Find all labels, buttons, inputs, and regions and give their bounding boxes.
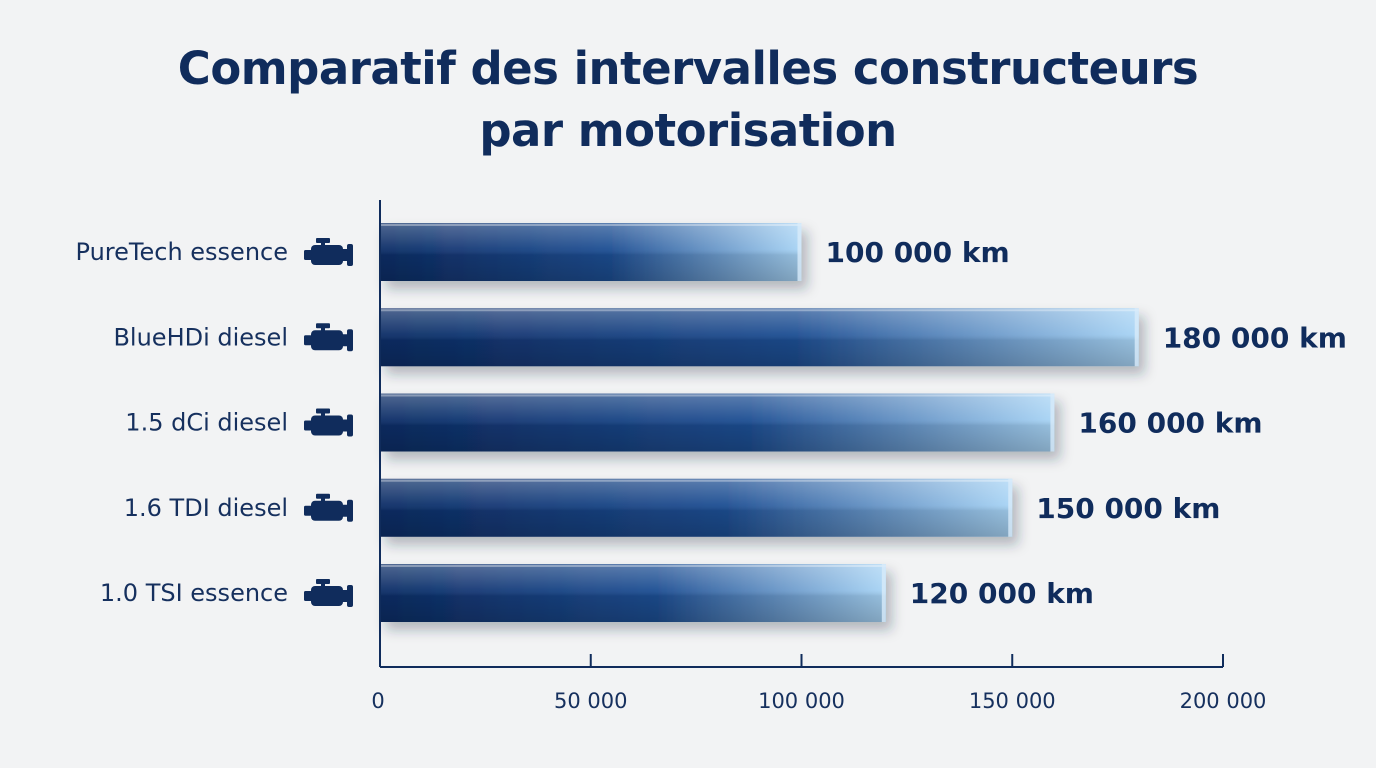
engine-icon [304,238,353,266]
chart-title-line-2: par motorisation [479,104,897,157]
value-label: 120 000 km [910,577,1094,610]
value-label: 100 000 km [826,236,1010,269]
x-tick-label: 150 000 [969,689,1056,713]
engine-icon [304,323,353,352]
bar-end-cap [1008,478,1013,537]
bar-highlight [380,479,1013,482]
bar-group [380,393,1055,452]
x-tick-label: 100 000 [758,689,845,713]
bar-gloss [380,478,1013,537]
plot-area: PureTech essence 100 000 km BlueHDi diesel… [76,200,1347,713]
chart-title: Comparatif des intervalles constructeurs… [0,38,1376,162]
x-tick-label: 0 [371,689,384,713]
bar-end-cap [1050,393,1055,452]
bar-highlight [380,565,886,567]
category-label: BlueHDi diesel [113,323,288,351]
value-label: 150 000 km [1036,492,1220,525]
bar-group [380,223,802,281]
engine-icon [304,493,353,522]
bar-group [380,478,1013,537]
bar-end-cap [1134,308,1139,367]
category-label: 1.5 dCi diesel [125,409,288,437]
value-label: 160 000 km [1078,407,1262,440]
category-label: 1.0 TSI essence [100,579,288,607]
chart-title-line-1: Comparatif des intervalles constructeurs [177,42,1199,95]
bar-highlight [380,394,1055,397]
x-tick-label: 200 000 [1180,689,1267,713]
bar-group [380,564,886,622]
bar-highlight [380,309,1139,312]
bar-group [380,308,1139,367]
bar-gloss [380,393,1055,452]
bar-gloss [380,564,886,622]
category-label: PureTech essence [76,238,288,266]
value-label: 180 000 km [1163,321,1347,354]
x-tick-label: 50 000 [554,689,627,713]
engine-icon [304,579,353,607]
bar-gloss [380,223,802,281]
bar-end-cap [881,564,886,622]
engine-icon [304,408,353,437]
bar-highlight [380,224,802,226]
bar-end-cap [797,223,802,281]
bar-gloss [380,308,1139,367]
category-label: 1.6 TDI diesel [124,494,288,522]
